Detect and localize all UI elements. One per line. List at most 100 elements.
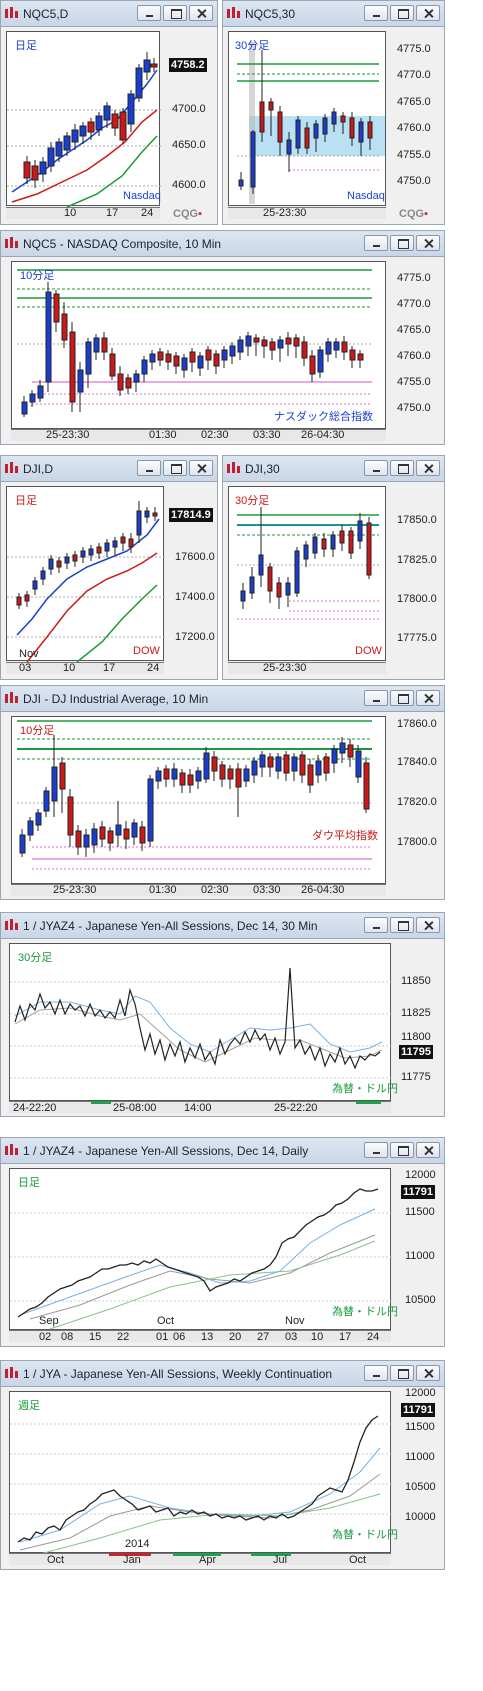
y-tick: 17400.0 <box>175 591 215 603</box>
window-dji-10min[interactable]: DJI - DJ Industrial Average, 10 Min <box>0 685 445 900</box>
x-month-label: Nov <box>285 1315 305 1327</box>
y-tick: 4600.0 <box>172 179 206 191</box>
period-label: 10分足 <box>20 725 55 737</box>
title-bar[interactable]: NQC5,30 <box>223 1 444 27</box>
y-tick: 4765.0 <box>397 324 431 336</box>
x-tick: Jul <box>273 1554 288 1566</box>
chart-plot[interactable]: 10分足 ダウ平均指数 <box>11 716 386 884</box>
minimize-button[interactable] <box>364 917 388 933</box>
minimize-button[interactable] <box>364 460 388 476</box>
instrument-label: DOW <box>133 645 160 657</box>
window-jpy-30min[interactable]: 1 / JYAZ4 - Japanese Yen-All Sessions, D… <box>0 912 445 1117</box>
maximize-button[interactable] <box>390 5 414 21</box>
period-label: 日足 <box>15 40 37 52</box>
chart-plot[interactable]: 30分足 為替・ドル円 <box>9 943 398 1101</box>
x-tick: 02:30 <box>201 884 229 896</box>
close-button[interactable] <box>189 460 213 476</box>
y-tick: 4775.0 <box>397 43 431 55</box>
chart-app-icon <box>5 237 18 248</box>
y-tick: 17840.0 <box>397 756 437 768</box>
minimize-button[interactable] <box>137 460 161 476</box>
minimize-button[interactable] <box>364 1365 388 1381</box>
x-tick: 22 <box>117 1331 130 1343</box>
chart-plot[interactable]: 日足 DOW <box>6 486 165 662</box>
minimize-button[interactable] <box>364 1142 388 1158</box>
title-bar[interactable]: 1 / JYA - Japanese Yen-All Sessions, Wee… <box>1 1361 444 1387</box>
window-title: DJI,D <box>23 462 53 476</box>
title-bar[interactable]: DJI - DJ Industrial Average, 10 Min <box>1 686 444 712</box>
title-bar[interactable]: 1 / JYAZ4 - Japanese Yen-All Sessions, D… <box>1 913 444 939</box>
x-tick: 17 <box>103 662 116 674</box>
minimize-button[interactable] <box>364 5 388 21</box>
y-tick: 4765.0 <box>397 96 431 108</box>
period-label: 日足 <box>15 495 37 507</box>
close-button[interactable] <box>416 1142 440 1158</box>
chart-plot[interactable]: 30分足 DOW <box>228 486 386 661</box>
x-year-label: 2014 <box>125 1538 150 1550</box>
chart-plot[interactable]: 日足 Nasdaq <box>6 31 161 207</box>
title-bar[interactable]: 1 / JYAZ4 - Japanese Yen-All Sessions, D… <box>1 1138 444 1164</box>
y-tick: 11825 <box>401 1007 431 1019</box>
maximize-button[interactable] <box>390 235 414 251</box>
maximize-button[interactable] <box>390 1365 414 1381</box>
window-nqc5-daily[interactable]: NQC5,D <box>0 0 218 225</box>
x-tick: 06 <box>173 1331 186 1343</box>
chart-app-icon <box>5 462 18 473</box>
maximize-button[interactable] <box>390 1142 414 1158</box>
instrument-label: 為替・ドル円 <box>332 1529 398 1541</box>
window-jpy-daily[interactable]: 1 / JYAZ4 - Japanese Yen-All Sessions, D… <box>0 1137 445 1347</box>
chart-plot[interactable]: 日足 為替・ドル円 <box>9 1168 398 1330</box>
y-tick: 12000 <box>405 1387 436 1399</box>
x-tick: 02 <box>39 1331 52 1343</box>
window-dji-30min[interactable]: DJI,30 <box>222 455 445 680</box>
maximize-button[interactable] <box>163 5 187 21</box>
period-label: 10分足 <box>20 270 55 282</box>
window-dji-daily[interactable]: DJI,D <box>0 455 218 680</box>
x-tick: 24 <box>141 207 154 219</box>
chart-plot[interactable]: 30分足 Nasdaq <box>228 31 386 206</box>
chart-app-icon <box>5 1144 18 1155</box>
chart-app-icon <box>5 919 18 930</box>
x-tick: Jan <box>123 1554 141 1566</box>
y-tick: 17775.0 <box>397 632 437 644</box>
x-tick: 14:00 <box>184 1102 212 1114</box>
minimize-button[interactable] <box>364 235 388 251</box>
close-button[interactable] <box>416 460 440 476</box>
title-bar[interactable]: DJI,30 <box>223 456 444 482</box>
price-chart <box>10 967 392 1079</box>
close-button[interactable] <box>189 5 213 21</box>
title-bar[interactable]: NQC5 - NASDAQ Composite, 10 Min <box>1 231 444 257</box>
maximize-button[interactable] <box>390 460 414 476</box>
chart-plot[interactable]: 週足 為替・ドル円 <box>9 1391 398 1554</box>
x-tick: 24-22:20 <box>13 1102 57 1114</box>
x-tick: 26-04:30 <box>301 429 345 441</box>
x-tick: 20 <box>229 1331 242 1343</box>
close-button[interactable] <box>416 917 440 933</box>
window-jpy-weekly[interactable]: 1 / JYA - Japanese Yen-All Sessions, Wee… <box>0 1360 445 1570</box>
maximize-button[interactable] <box>390 917 414 933</box>
instrument-label: ダウ平均指数 <box>312 830 378 842</box>
title-bar[interactable]: DJI,D <box>1 456 217 482</box>
close-button[interactable] <box>416 5 440 21</box>
y-tick: 4750.0 <box>397 175 431 187</box>
title-bar[interactable]: NQC5,D <box>1 1 217 27</box>
maximize-button[interactable] <box>163 460 187 476</box>
maximize-button[interactable] <box>390 690 414 706</box>
close-button[interactable] <box>416 235 440 251</box>
x-tick: 01:30 <box>149 884 177 896</box>
y-tick: 17860.0 <box>397 718 437 730</box>
minimize-button[interactable] <box>364 690 388 706</box>
y-tick: 11775 <box>401 1071 431 1083</box>
close-button[interactable] <box>416 1365 440 1381</box>
minimize-button[interactable] <box>137 5 161 21</box>
window-nqc5-10min[interactable]: NQC5 - NASDAQ Composite, 10 Min <box>0 230 445 445</box>
x-tick: 26-04:30 <box>301 884 345 896</box>
year-marker <box>109 1553 151 1556</box>
chart-plot[interactable]: 10分足 ナスダック総合指数 <box>11 261 386 429</box>
last-price-box: 11791 <box>401 1403 435 1417</box>
x-tick: Oct <box>349 1554 367 1566</box>
x-tick: 10 <box>63 662 76 674</box>
close-button[interactable] <box>416 690 440 706</box>
window-nqc5-30min[interactable]: NQC5,30 <box>222 0 445 225</box>
y-tick: 4750.0 <box>397 402 431 414</box>
